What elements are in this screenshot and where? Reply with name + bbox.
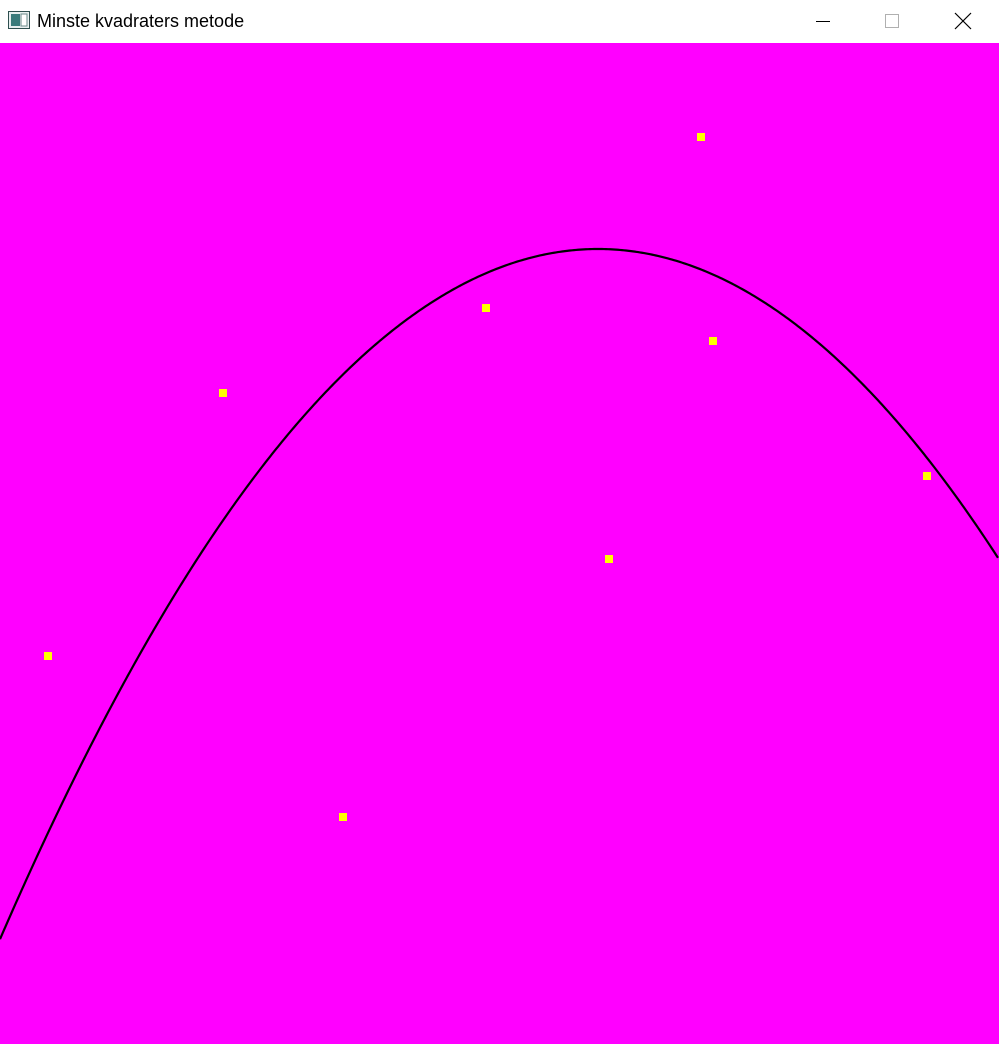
maximize-button[interactable] xyxy=(857,0,927,42)
data-point xyxy=(605,555,613,563)
window-title: Minste kvadraters metode xyxy=(37,11,245,31)
bottom-edge xyxy=(0,1044,999,1047)
close-icon xyxy=(954,12,972,30)
plot-canvas[interactable] xyxy=(0,43,999,1044)
data-point xyxy=(482,304,490,312)
title-bar[interactable]: Minste kvadraters metode xyxy=(0,0,999,42)
data-point xyxy=(44,652,52,660)
data-point xyxy=(219,389,227,397)
data-point xyxy=(923,472,931,480)
close-button[interactable] xyxy=(927,0,999,42)
window-app-icon[interactable] xyxy=(8,11,30,29)
minimize-icon xyxy=(815,13,831,29)
plot-svg xyxy=(0,43,999,1044)
data-point xyxy=(709,337,717,345)
fit-curve xyxy=(0,247,999,940)
maximize-icon xyxy=(884,13,900,29)
plot-background xyxy=(0,43,999,1044)
data-point xyxy=(697,133,705,141)
data-point xyxy=(339,813,347,821)
minimize-button[interactable] xyxy=(788,0,858,42)
